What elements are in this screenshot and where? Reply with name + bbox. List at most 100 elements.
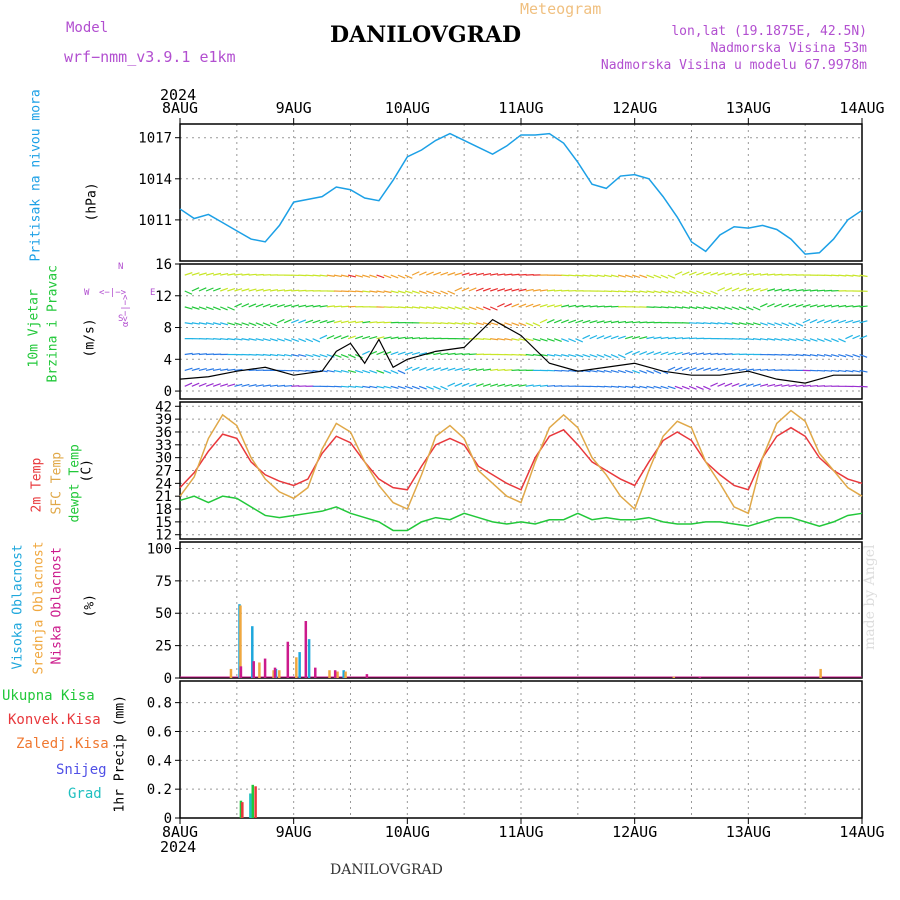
wind-arrow xyxy=(269,322,278,327)
wind-arrow xyxy=(617,353,626,359)
wind-arrow xyxy=(291,369,300,372)
cloud-low-bar xyxy=(314,667,317,678)
wind-arrow xyxy=(575,274,584,277)
wind-arrow xyxy=(191,367,200,371)
y-tick-label: 39 xyxy=(155,412,172,428)
wind-arrow xyxy=(525,338,534,342)
wind-arrow xyxy=(546,353,556,357)
wind-arrow xyxy=(276,304,285,308)
wind-arrow xyxy=(461,272,470,276)
wind-arrow xyxy=(660,385,669,390)
wind-arrow xyxy=(589,334,598,340)
wind-arrow xyxy=(198,382,207,387)
time-axis-label-top: 12AUG xyxy=(612,99,657,117)
y-tick-label: 0 xyxy=(164,811,172,827)
wind-arrow xyxy=(319,274,328,277)
wind-arrow xyxy=(561,369,570,372)
cloud-low-bar xyxy=(365,674,369,678)
cloud-mid-bar xyxy=(819,668,822,678)
wind-arrow xyxy=(404,385,413,390)
wind-arrow xyxy=(752,338,762,341)
wind-arrow xyxy=(625,369,634,374)
wind-arrow xyxy=(859,335,868,340)
wind-arrow xyxy=(795,338,804,342)
wind-arrow xyxy=(561,353,570,357)
wind-arrow xyxy=(767,273,776,276)
wind-arrow xyxy=(717,382,726,387)
wind-arrow xyxy=(717,287,726,292)
wind-arrow xyxy=(603,320,612,324)
wind-arrow xyxy=(248,303,257,308)
wind-arrow xyxy=(418,271,427,276)
wind-arrow xyxy=(717,322,726,325)
wind-arrow xyxy=(468,287,477,292)
wind-arrow xyxy=(433,352,442,356)
wind-arrow xyxy=(277,384,286,387)
wind-arrow xyxy=(745,287,754,292)
time-axis-label-bottom: 14AUG xyxy=(839,823,884,841)
wind-arrow xyxy=(298,319,307,324)
year-label-bottom: 2024 xyxy=(160,838,197,856)
wind-arrow xyxy=(269,353,278,357)
wind-arrow xyxy=(404,306,413,309)
wind-arrow xyxy=(710,367,719,371)
wind-arrow xyxy=(319,319,328,324)
wind-arrow xyxy=(454,322,463,325)
wind-arrow xyxy=(340,320,349,324)
time-axis-label-bottom: 8AUG xyxy=(162,823,198,841)
wind-arrow xyxy=(653,336,662,340)
wind-arrow xyxy=(291,319,299,324)
wind-arrow xyxy=(667,336,676,340)
wind-arrow xyxy=(440,385,449,391)
cloud-low-bar xyxy=(263,658,267,678)
wind-arrow xyxy=(767,303,775,308)
wind-arrow xyxy=(440,290,449,295)
wind-arrow xyxy=(852,305,861,308)
y-tick-label: 8 xyxy=(164,321,172,337)
wind-arrow xyxy=(347,369,357,374)
wind-arrow xyxy=(696,271,704,276)
wind-arrow xyxy=(248,273,257,276)
wind-arrow xyxy=(504,273,513,276)
wind-arrow xyxy=(731,368,740,371)
wind-arrow xyxy=(759,302,768,308)
wind-arrow xyxy=(362,335,371,340)
precip-bar xyxy=(251,784,255,818)
wind-arrow xyxy=(319,353,328,358)
wind-arrow xyxy=(703,367,712,371)
wind-arrow xyxy=(752,383,761,387)
time-axis-label-top: 10AUG xyxy=(385,99,430,117)
wind-arrow xyxy=(404,366,413,371)
wind-arrow xyxy=(688,271,697,276)
wind-arrow xyxy=(390,369,399,375)
wind-arrow xyxy=(497,302,505,308)
wind-arrow xyxy=(752,273,762,276)
cloud-low-bar xyxy=(273,667,277,678)
wind-arrow xyxy=(511,338,520,341)
wind-arrow xyxy=(447,290,456,295)
wind-arrow xyxy=(689,322,698,324)
wind-arrow xyxy=(369,385,378,389)
wind-arrow xyxy=(710,322,719,325)
wind-arrow xyxy=(646,336,655,340)
wind-arrow xyxy=(568,369,577,372)
wind-arrow xyxy=(546,319,555,324)
wind-arrow xyxy=(667,385,676,390)
wind-arrow xyxy=(639,321,648,324)
wind-arrow xyxy=(433,290,442,295)
panel-frame xyxy=(179,541,863,679)
wind-arrow xyxy=(745,306,754,311)
model-label: Model xyxy=(66,20,109,36)
sfc-temp-line xyxy=(179,409,863,515)
wind-arrow xyxy=(759,322,768,326)
wind-arrow xyxy=(610,335,619,340)
wind-arrow xyxy=(468,382,477,387)
wind-arrow xyxy=(639,274,648,279)
wind-arrow xyxy=(213,322,222,326)
wind-arrow xyxy=(418,385,427,390)
wind-arrow xyxy=(752,368,762,372)
wind-arrow xyxy=(632,385,641,389)
wind-arrow xyxy=(831,274,840,277)
wind-arrow xyxy=(774,353,783,356)
wind-arrow xyxy=(475,383,484,387)
